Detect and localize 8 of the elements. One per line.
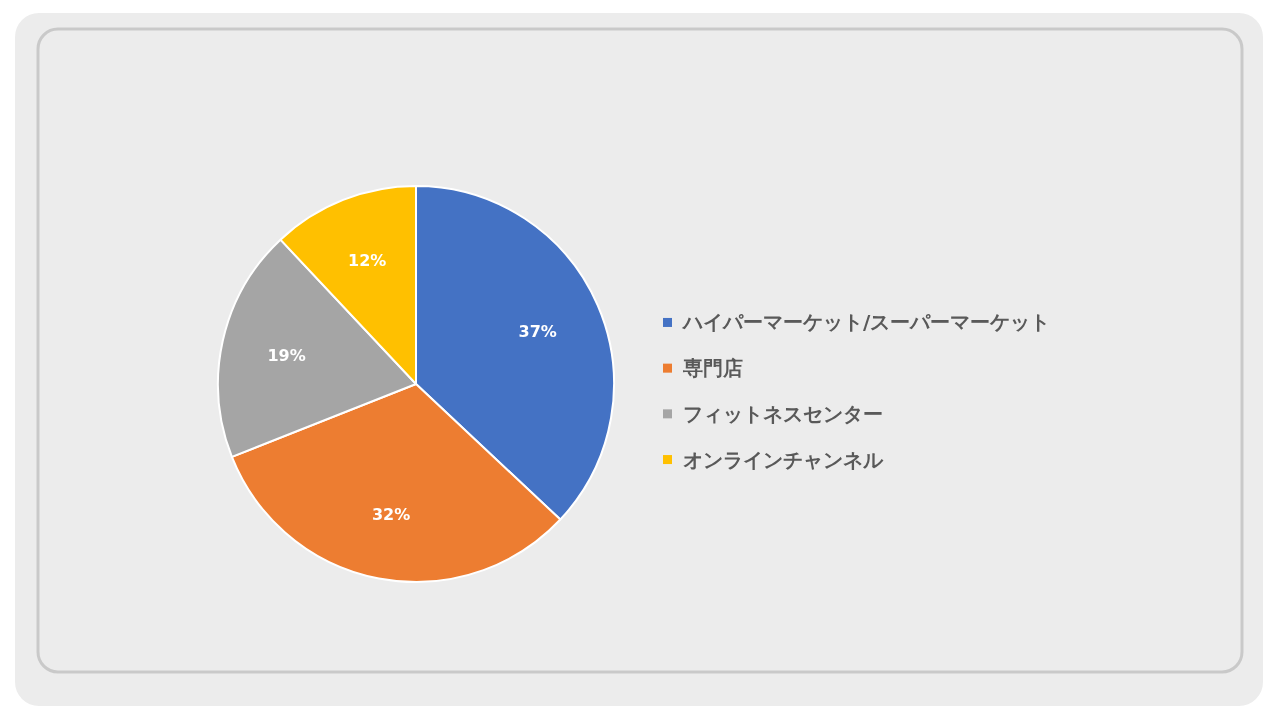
data-label: 19%: [267, 345, 306, 365]
data-label: 37%: [518, 321, 557, 341]
legend-label: フィットネスセンター: [683, 401, 883, 426]
legend-label: 専門店: [682, 356, 743, 381]
legend-label: オンラインチャンネル: [683, 447, 884, 472]
data-label: 12%: [348, 251, 387, 271]
legend-label: ハイパーマーケット/スーパーマーケット: [681, 310, 1051, 335]
data-label: 32%: [371, 504, 411, 524]
